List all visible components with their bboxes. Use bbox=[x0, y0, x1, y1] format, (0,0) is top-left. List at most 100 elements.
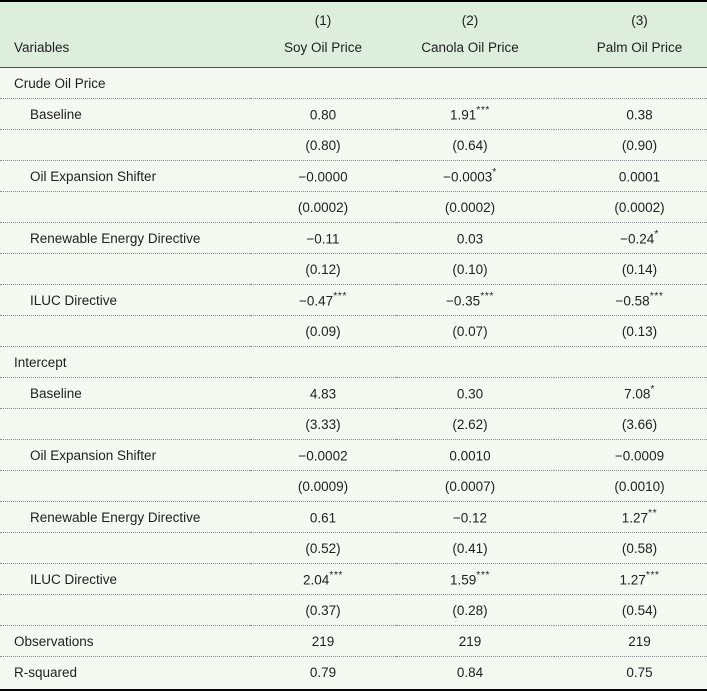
value-cell-soy: −0.0000 bbox=[250, 161, 396, 192]
value-cell-soy: −0.0002 bbox=[250, 440, 396, 471]
coef-value: 0.30 bbox=[456, 386, 484, 402]
se-value: (2.62) bbox=[452, 416, 488, 432]
significance-stars: *** bbox=[649, 290, 664, 303]
coef-value: −0.0002 bbox=[298, 448, 348, 464]
variable-label: Baseline bbox=[30, 385, 82, 401]
stat-cell-canola: 219 bbox=[396, 626, 554, 657]
section-label: Crude Oil Price bbox=[14, 75, 106, 91]
coef-row-baseline: Baseline 0.80 1.91*** 0.38 bbox=[0, 99, 707, 130]
se-cell-canola: (0.10) bbox=[396, 254, 554, 285]
value-cell-palm: −0.24* bbox=[554, 223, 707, 254]
model-number-3: (3) bbox=[631, 13, 648, 28]
stat-value: 219 bbox=[628, 633, 651, 649]
significance-stars: * bbox=[650, 383, 655, 396]
se-value: (0.58) bbox=[621, 540, 658, 556]
variable-label: Renewable Energy Directive bbox=[30, 230, 201, 246]
se-value: (0.12) bbox=[305, 261, 341, 277]
section-row-intercept: Intercept bbox=[0, 347, 707, 378]
se-cell-canola: (0.0002) bbox=[396, 192, 554, 223]
se-cell-canola: (0.28) bbox=[396, 595, 554, 626]
model-number-row: (1) (2) (3) bbox=[0, 2, 707, 34]
column-header-palm: Palm Oil Price bbox=[596, 40, 683, 55]
significance-stars: ** bbox=[648, 507, 658, 520]
column-header-soy: Soy Oil Price bbox=[283, 40, 363, 55]
stat-cell-palm: 219 bbox=[554, 626, 707, 657]
significance-stars: * bbox=[654, 228, 659, 241]
coef-row-oil-expansion-shifter: Oil Expansion Shifter −0.0000 −0.0003* 0… bbox=[0, 161, 707, 192]
variable-label: Baseline bbox=[30, 106, 82, 122]
coef-value: 2.04 bbox=[302, 572, 330, 588]
se-cell-palm: (0.54) bbox=[554, 595, 707, 626]
model-number-2: (2) bbox=[461, 13, 479, 28]
value-cell-canola: −0.12 bbox=[396, 502, 554, 533]
value-cell-palm: −0.58*** bbox=[554, 285, 707, 316]
se-row: (0.12) (0.10) (0.14) bbox=[0, 254, 707, 285]
coef-value: 4.83 bbox=[309, 386, 337, 402]
significance-stars: *** bbox=[329, 569, 344, 582]
stat-row-observations: Observations 219 219 219 bbox=[0, 626, 707, 657]
se-value: (0.90) bbox=[621, 137, 658, 153]
variable-label bbox=[0, 130, 250, 161]
variable-label bbox=[0, 409, 250, 440]
significance-stars: *** bbox=[645, 569, 660, 582]
value-cell-palm: 1.27*** bbox=[554, 564, 707, 595]
se-row: (0.0009) (0.0007) (0.0010) bbox=[0, 471, 707, 502]
value-cell-canola: 1.91*** bbox=[396, 99, 554, 130]
significance-stars: *** bbox=[333, 290, 347, 303]
table-body: Crude Oil Price Baseline 0.80 1.91*** 0.… bbox=[0, 68, 707, 688]
value-cell-soy: −0.11 bbox=[250, 223, 396, 254]
coef-value: −0.0000 bbox=[298, 169, 348, 185]
variable-label bbox=[0, 533, 250, 564]
se-row: (0.37) (0.28) (0.54) bbox=[0, 595, 707, 626]
stat-cell-soy: 219 bbox=[250, 626, 396, 657]
stat-row-r-squared: R-squared 0.79 0.84 0.75 bbox=[0, 657, 707, 688]
variable-label bbox=[0, 595, 250, 626]
se-row: (0.0002) (0.0002) (0.0002) bbox=[0, 192, 707, 223]
model-number-1: (1) bbox=[314, 13, 332, 28]
se-value: (0.0009) bbox=[297, 478, 349, 494]
coef-row-renewable-energy-directive: Renewable Energy Directive 0.61 −0.12 1.… bbox=[0, 502, 707, 533]
stat-value: 219 bbox=[458, 633, 482, 649]
se-value: (0.54) bbox=[621, 602, 658, 618]
empty-header-cell bbox=[0, 2, 250, 34]
coef-value: 1.27 bbox=[619, 572, 646, 588]
se-cell-canola: (0.07) bbox=[396, 316, 554, 347]
coef-row-iluc-directive: ILUC Directive −0.47*** −0.35*** −0.58**… bbox=[0, 285, 707, 316]
coef-value: −0.47 bbox=[299, 293, 334, 309]
variable-label: ILUC Directive bbox=[30, 571, 118, 587]
coef-value: 0.38 bbox=[626, 107, 653, 123]
se-value: (0.28) bbox=[452, 602, 488, 618]
se-cell-palm: (0.0002) bbox=[554, 192, 707, 223]
significance-stars: * bbox=[492, 166, 497, 179]
se-cell-soy: (0.37) bbox=[250, 595, 396, 626]
significance-stars: *** bbox=[476, 569, 491, 582]
coef-value: −0.0009 bbox=[614, 448, 665, 464]
se-value: (0.64) bbox=[452, 137, 488, 153]
variable-label bbox=[0, 192, 250, 223]
variable-label bbox=[0, 471, 250, 502]
value-cell-soy: 2.04*** bbox=[250, 564, 396, 595]
se-cell-palm: (0.58) bbox=[554, 533, 707, 564]
table-header: (1) (2) (3) Variables Soy Oil Price Cano… bbox=[0, 2, 707, 68]
variable-label: Oil Expansion Shifter bbox=[30, 168, 157, 184]
se-value: (0.41) bbox=[452, 540, 488, 556]
stat-cell-palm: 0.75 bbox=[554, 657, 707, 688]
coef-value: −0.11 bbox=[306, 231, 340, 247]
se-row: (0.52) (0.41) (0.58) bbox=[0, 533, 707, 564]
se-cell-soy: (0.12) bbox=[250, 254, 396, 285]
coef-value: −0.24 bbox=[620, 231, 655, 247]
se-value: (0.09) bbox=[305, 323, 341, 339]
se-cell-palm: (0.90) bbox=[554, 130, 707, 161]
stat-label: R-squared bbox=[14, 664, 78, 680]
significance-stars: *** bbox=[476, 104, 491, 117]
significance-stars: *** bbox=[480, 290, 494, 303]
stat-cell-soy: 0.79 bbox=[250, 657, 396, 688]
stat-value: 219 bbox=[311, 633, 335, 649]
value-cell-canola: 1.59*** bbox=[396, 564, 554, 595]
se-cell-canola: (0.0007) bbox=[396, 471, 554, 502]
coef-row-renewable-energy-directive: Renewable Energy Directive −0.11 0.03 −0… bbox=[0, 223, 707, 254]
coef-value: 7.08 bbox=[624, 386, 651, 402]
stat-cell-canola: 0.84 bbox=[396, 657, 554, 688]
coef-value: 0.0010 bbox=[449, 448, 491, 464]
se-value: (0.0002) bbox=[444, 199, 496, 215]
